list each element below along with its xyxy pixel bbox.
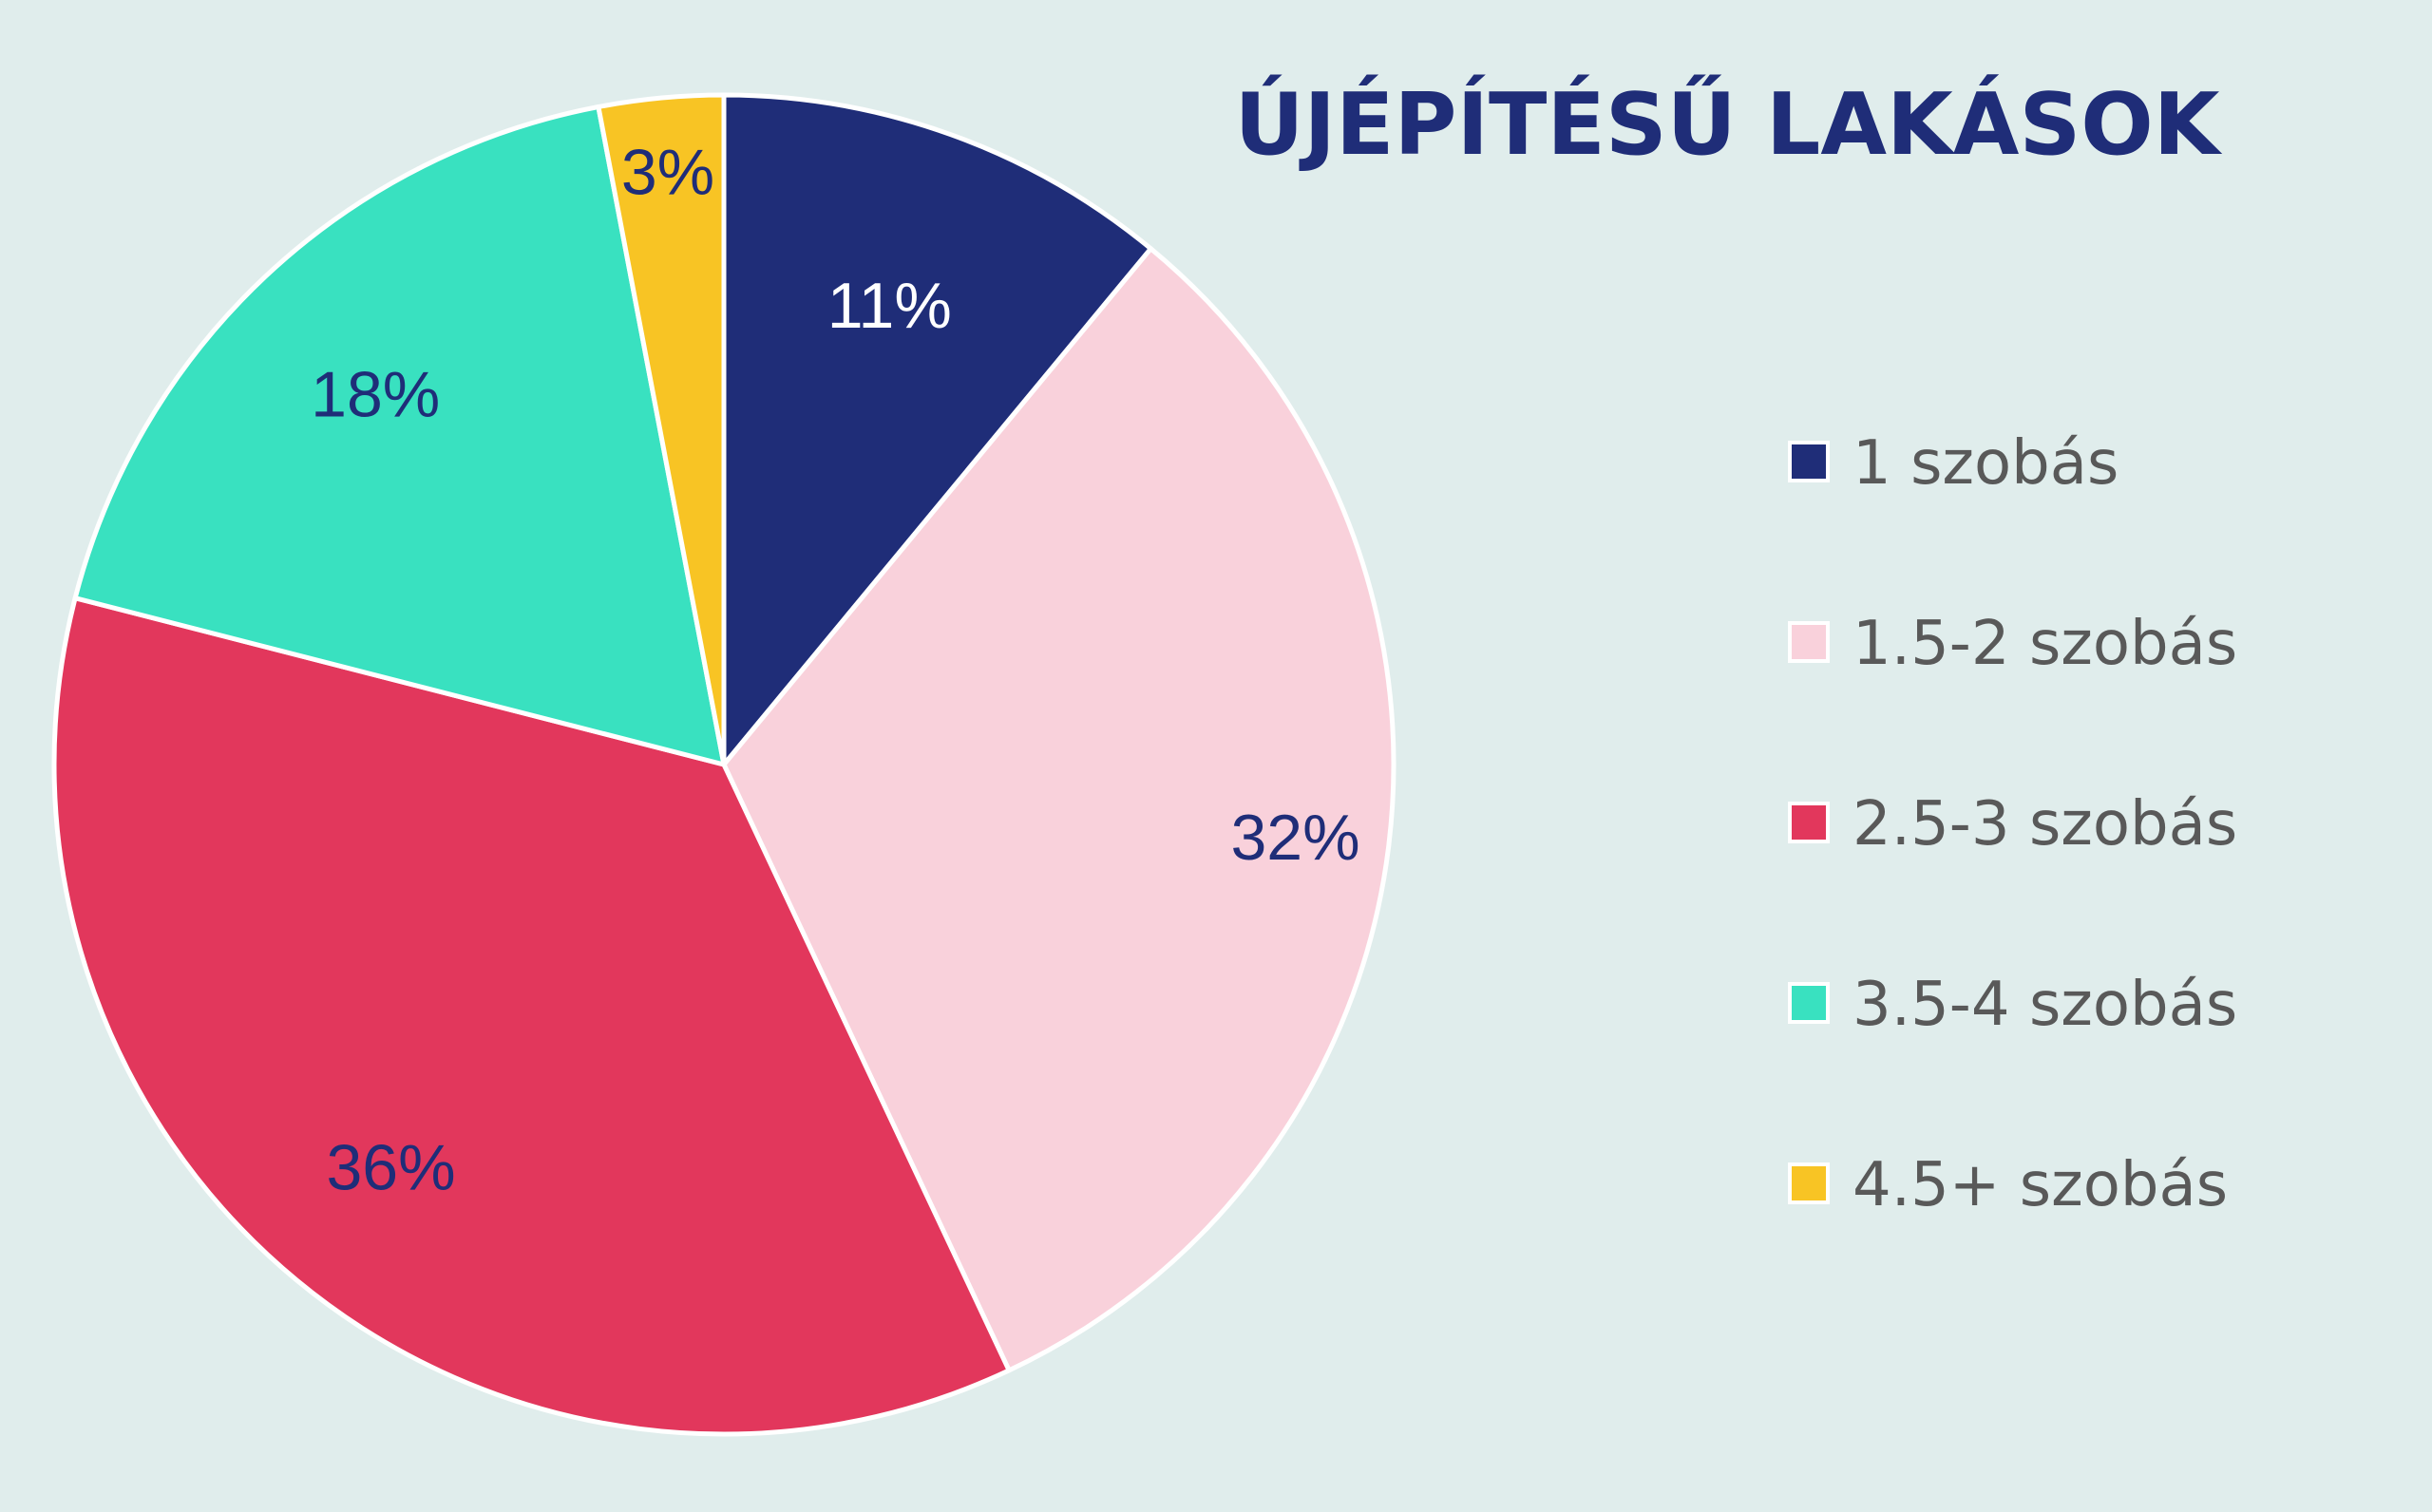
legend-item-4-5-szob-s: 4.5+ szobás [1788,1150,2228,1220]
slice-label-1-5-2-szob-s: 32% [1230,802,1359,874]
slice-label-2-5-3-szob-s: 36% [326,1132,455,1204]
pie-slice-1-szob-s [721,92,1153,767]
legend-label: 4.5+ szobás [1852,1150,2228,1220]
slice-labels: 11% 32% 36% 18% 3% [311,136,1359,1203]
legend-swatch [1788,441,1830,482]
legend-item-1-szob-s: 1 szobás [1788,428,2118,499]
legend-swatch [1788,1162,1830,1204]
legend-item-1-5-2-szob-s: 1.5-2 szobás [1788,609,2237,679]
pie-slice-2-5-3-szob-s [51,595,1012,1437]
legend-label: 1 szobás [1852,428,2118,499]
legend: 1 szobás 1.5-2 szobás 2.5-3 szobás 3.5-4 sz… [1788,428,2237,1220]
legend-swatch [1788,621,1830,663]
pie-slice-1-5-2-szob-s [721,246,1396,1373]
legend-item-3-5-4-szob-s: 3.5-4 szobás [1788,970,2237,1040]
legend-item-2-5-3-szob-s: 2.5-3 szobás [1788,789,2237,860]
legend-label: 3.5-4 szobás [1852,970,2237,1040]
slice-label-3-5-4-szob-s: 18% [311,358,440,430]
pie-slices [51,92,1396,1437]
pie-slice-4-5-szob-s [596,92,727,767]
legend-swatch [1788,802,1830,843]
pie-slice-3-5-4-szob-s [72,104,727,767]
legend-label: 2.5-3 szobás [1852,789,2237,860]
slice-label-4-5-szob-s: 3% [621,136,714,208]
chart-title: ÚJÉPÍTÉSŰ LAKÁSOK [1234,73,2222,175]
legend-label: 1.5-2 szobás [1852,609,2237,679]
slice-label-1-szob-s: 11% [827,270,952,342]
legend-swatch [1788,982,1830,1024]
